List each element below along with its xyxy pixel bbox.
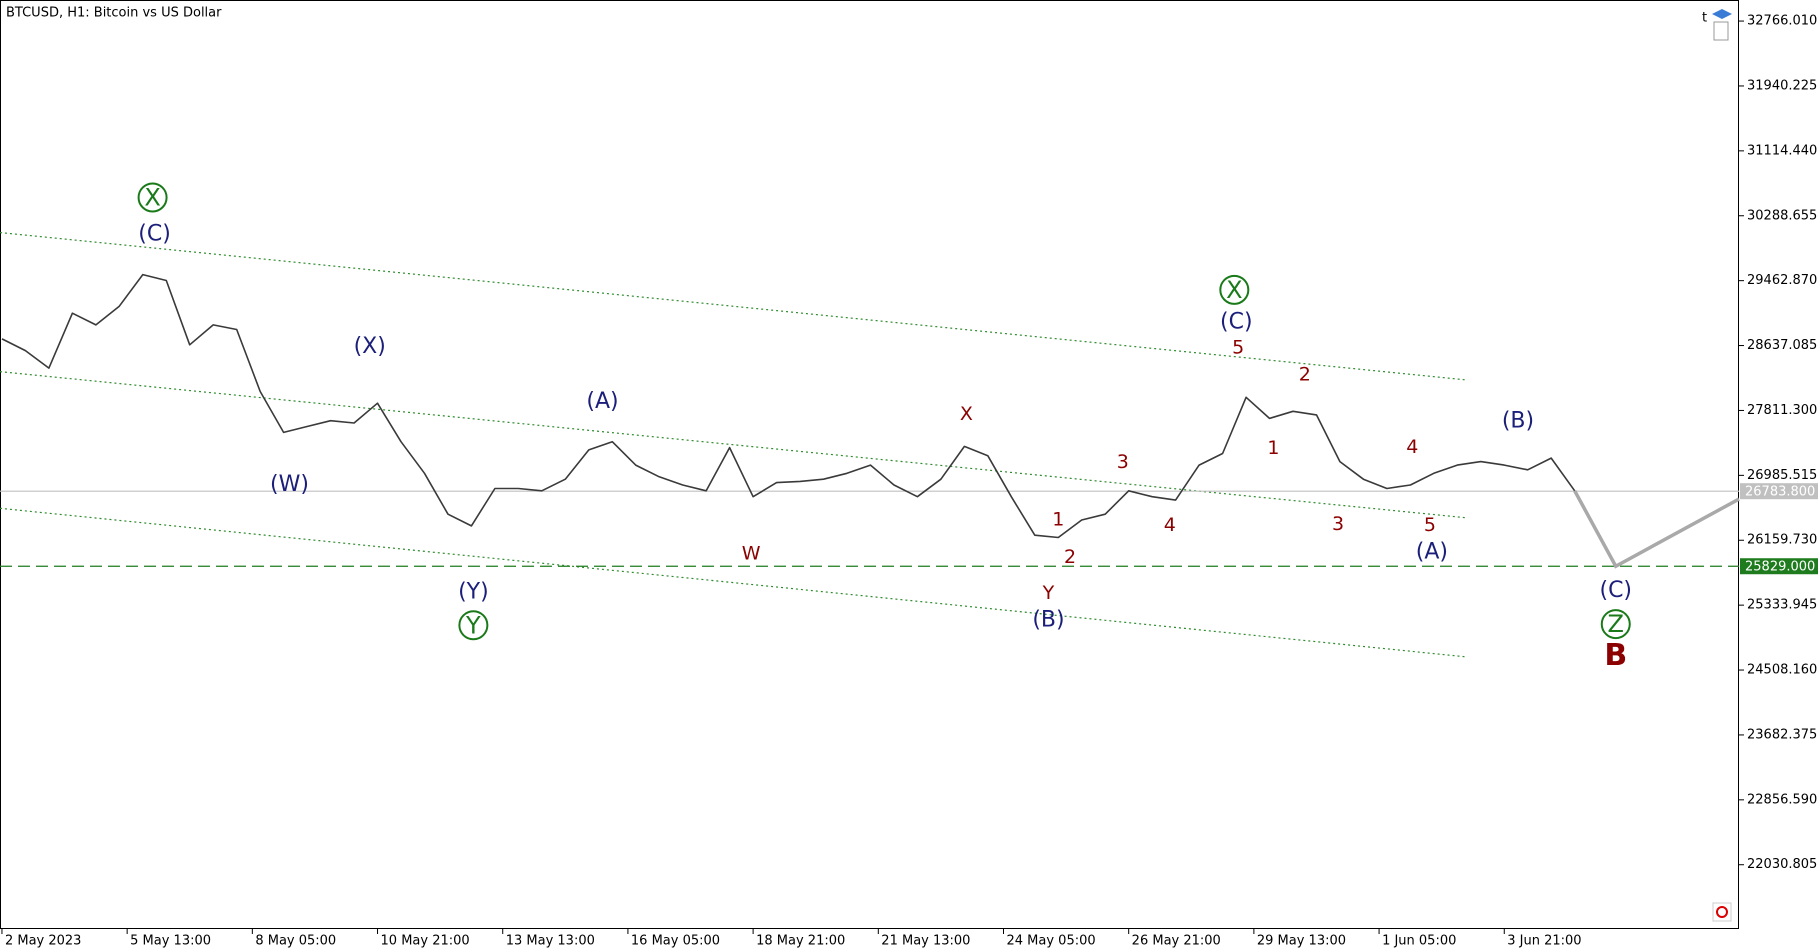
x-tick-label: 13 May 13:00: [506, 934, 595, 948]
y-tick-label: 30288.655: [1747, 208, 1817, 223]
wave-label: B: [1604, 638, 1627, 673]
wave-label: 4: [1164, 514, 1176, 536]
wave-label: 5: [1424, 514, 1436, 536]
wave-label: Y: [1042, 582, 1055, 604]
price-label: 25829.000: [1745, 560, 1815, 575]
y-tick-label: 26985.515: [1747, 468, 1817, 483]
wave-label: 3: [1117, 451, 1129, 473]
channel-line: [0, 231, 1466, 381]
wave-label: (A): [1416, 540, 1448, 565]
wave-label: 1: [1267, 437, 1279, 459]
doc-icon[interactable]: [1713, 21, 1729, 41]
y-tick-label: 29462.870: [1747, 273, 1817, 288]
alert-ring: [1716, 906, 1728, 918]
projection-line: [1573, 489, 1740, 569]
y-tick-label: 31114.440: [1747, 143, 1817, 158]
price-label-box: [1740, 558, 1818, 575]
wave-label: Y: [465, 611, 481, 639]
x-tick-label: 8 May 05:00: [255, 934, 336, 948]
wave-label: 4: [1406, 436, 1418, 458]
wave-label: (A): [586, 389, 618, 414]
wave-label: 1: [1052, 508, 1064, 530]
x-tick-label: 18 May 21:00: [756, 934, 845, 948]
wave-label: Z: [1608, 610, 1624, 638]
y-tick-label: 22030.805: [1747, 857, 1817, 872]
academy-icon[interactable]: [1712, 9, 1732, 19]
x-tick-label: 3 Jun 21:00: [1507, 934, 1581, 948]
price-line-series: [1, 273, 1576, 539]
wave-label: (B): [1502, 409, 1534, 434]
x-tick-label: 16 May 05:00: [631, 934, 720, 948]
y-tick-label: 26159.730: [1747, 533, 1817, 548]
wave-label: 2: [1064, 546, 1076, 568]
x-tick-label: 21 May 13:00: [881, 934, 970, 948]
y-tick-label: 22856.590: [1747, 792, 1817, 807]
y-tick-label: 23682.375: [1747, 727, 1817, 742]
chart-title: BTCUSD, H1: Bitcoin vs US Dollar: [6, 6, 222, 21]
wave-label: W: [742, 542, 761, 564]
y-tick-label: 27811.300: [1747, 403, 1817, 418]
y-tick-label: 24508.160: [1747, 663, 1817, 678]
channel-line: [0, 507, 1466, 658]
wave-label: (Y): [458, 579, 489, 604]
channel-line: [0, 371, 1466, 519]
wave-circle: [1600, 609, 1631, 640]
x-tick-label: 29 May 13:00: [1257, 934, 1346, 948]
price-label-box: [1740, 483, 1818, 500]
price-label: 26783.800: [1745, 485, 1815, 500]
plot-lines: [0, 231, 1739, 658]
wave-label: (C): [1599, 578, 1632, 603]
y-tick-label: 31940.225: [1747, 78, 1817, 93]
wave-label: 5: [1232, 337, 1244, 359]
wave-label: 3: [1332, 513, 1344, 535]
wave-label: (W): [270, 472, 309, 497]
wave-label: 2: [1299, 363, 1311, 385]
x-tick-label: 26 May 21:00: [1132, 934, 1221, 948]
alert-box[interactable]: [1712, 902, 1732, 922]
wave-label: (B): [1032, 607, 1064, 632]
wave-label: (C): [138, 222, 171, 247]
plot-frame: [0, 0, 1739, 929]
y-tick-label: 25333.945: [1747, 598, 1817, 613]
x-tick-label: 24 May 05:00: [1006, 934, 1095, 948]
wave-label: (X): [354, 334, 386, 359]
x-tick-label: 2 May 2023: [5, 934, 82, 948]
y-tick-label: 32766.010: [1747, 14, 1817, 29]
trade-icon[interactable]: t: [1702, 11, 1707, 26]
wave-label: (C): [1220, 309, 1253, 334]
wave-circle: [137, 182, 168, 213]
wave-circle: [458, 610, 489, 641]
toolbar-icons[interactable]: t: [1702, 9, 1732, 41]
wave-label: X: [960, 403, 973, 425]
wave-label: X: [144, 183, 160, 211]
x-tick-label: 1 Jun 05:00: [1382, 934, 1456, 948]
y-tick-label: 28637.085: [1747, 338, 1817, 353]
alert-icon[interactable]: [1712, 902, 1732, 922]
x-tick-label: 10 May 21:00: [381, 934, 470, 948]
x-tick-label: 5 May 13:00: [130, 934, 211, 948]
wave-circle: [1219, 274, 1250, 305]
wave-label: X: [1226, 276, 1242, 304]
